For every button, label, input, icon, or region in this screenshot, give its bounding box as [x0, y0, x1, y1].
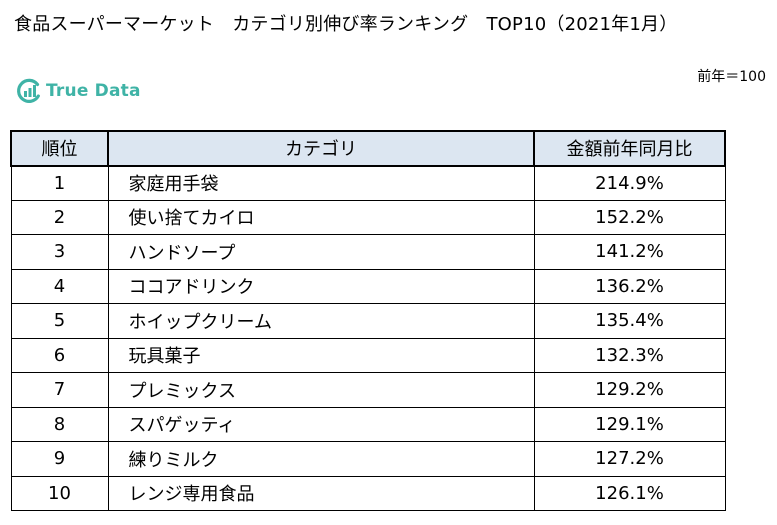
category-cell: ココアドリンク [107, 268, 535, 304]
rank-cell: 4 [10, 268, 109, 304]
header-rank: 順位 [10, 130, 109, 167]
rank-cell: 10 [10, 475, 109, 511]
category-cell: レンジ専用食品 [107, 475, 535, 511]
rank-cell: 2 [10, 199, 109, 235]
value-cell: 132.3% [533, 337, 726, 373]
table-row: 2 使い捨てカイロ 152.2% [10, 199, 726, 235]
table-row: 5 ホイップクリーム 135.4% [10, 303, 726, 339]
rank-cell: 6 [10, 337, 109, 373]
ranking-table: 順位 カテゴリ 金額前年同月比 1 家庭用手袋 214.9% 2 使い捨てカイロ… [10, 130, 726, 511]
table-row: 10 レンジ専用食品 126.1% [10, 475, 726, 511]
value-cell: 136.2% [533, 268, 726, 304]
table-row: 9 練りミルク 127.2% [10, 441, 726, 477]
header-value: 金額前年同月比 [533, 130, 726, 167]
table-header-row: 順位 カテゴリ 金額前年同月比 [10, 130, 726, 167]
header-category: カテゴリ [107, 130, 535, 167]
category-cell: 家庭用手袋 [107, 165, 535, 201]
table-row: 8 スパゲッティ 129.1% [10, 406, 726, 442]
rank-cell: 1 [10, 165, 109, 201]
category-cell: ハンドソープ [107, 234, 535, 270]
value-cell: 129.1% [533, 406, 726, 442]
value-cell: 152.2% [533, 199, 726, 235]
value-cell: 127.2% [533, 441, 726, 477]
category-cell: 練りミルク [107, 441, 535, 477]
page-title: 食品スーパーマーケット カテゴリ別伸び率ランキング TOP10（2021年1月） [14, 14, 678, 35]
rank-cell: 9 [10, 441, 109, 477]
true-data-logo: True Data [16, 76, 141, 106]
rank-cell: 8 [10, 406, 109, 442]
value-cell: 141.2% [533, 234, 726, 270]
value-cell: 135.4% [533, 303, 726, 339]
baseline-note: 前年＝100 [697, 69, 766, 85]
rank-cell: 3 [10, 234, 109, 270]
bar-chart-circle-icon [17, 78, 40, 103]
table-row: 6 玩具菓子 132.3% [10, 337, 726, 373]
table-row: 1 家庭用手袋 214.9% [10, 165, 726, 201]
category-cell: ホイップクリーム [107, 303, 535, 339]
rank-cell: 5 [10, 303, 109, 339]
value-cell: 129.2% [533, 372, 726, 408]
category-cell: スパゲッティ [107, 406, 535, 442]
rank-cell: 7 [10, 372, 109, 408]
value-cell: 126.1% [533, 475, 726, 511]
table-row: 4 ココアドリンク 136.2% [10, 268, 726, 304]
value-cell: 214.9% [533, 165, 726, 201]
logo-text: True Data [46, 81, 141, 101]
category-cell: 使い捨てカイロ [107, 199, 535, 235]
table-row: 3 ハンドソープ 141.2% [10, 234, 726, 270]
category-cell: 玩具菓子 [107, 337, 535, 373]
table-row: 7 プレミックス 129.2% [10, 372, 726, 408]
category-cell: プレミックス [107, 372, 535, 408]
